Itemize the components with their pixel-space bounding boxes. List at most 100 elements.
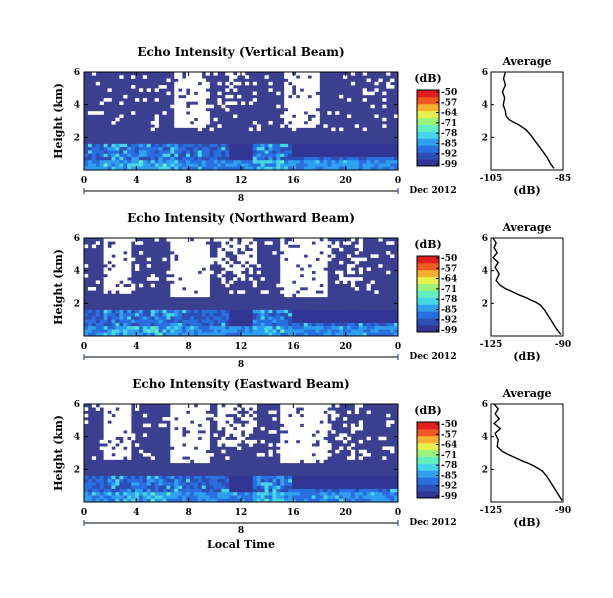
heatmap-cell [386, 156, 391, 161]
heatmap-cell [299, 492, 305, 496]
heatmap-cell [131, 485, 136, 490]
heatmap-cell [182, 254, 187, 258]
colorbar-tick-label: -78 [441, 461, 457, 471]
heatmap-cell [284, 410, 289, 415]
heatmap-cell [323, 326, 328, 330]
heatmap-cell [339, 153, 344, 158]
heatmap-cell [252, 319, 257, 324]
heatmap-cell [154, 166, 159, 171]
heatmap-cell [103, 254, 108, 258]
heatmap-cell [354, 488, 360, 493]
heatmap-cell [390, 241, 395, 245]
heatmap-cell [229, 94, 234, 99]
heatmap-cell [123, 309, 128, 314]
heatmap-cell [178, 459, 183, 464]
heatmap-cell [189, 293, 195, 298]
heatmap-cell [119, 479, 124, 483]
heatmap-cell [221, 475, 226, 480]
heatmap-cell [150, 485, 155, 490]
heatmap-cell [394, 319, 399, 324]
heatmap-cell [362, 257, 367, 262]
colorbar-swatch [417, 159, 439, 167]
heatmap-cell [84, 479, 89, 483]
heatmap-cell [241, 316, 246, 320]
heatmap-cell [358, 247, 363, 252]
heatmap-cell [119, 257, 124, 262]
heatmap-cell [237, 309, 242, 314]
heatmap-cell [217, 410, 222, 415]
heatmap-cell [99, 446, 104, 451]
heatmap-cell [284, 404, 289, 408]
heatmap-cell [237, 316, 242, 320]
heatmap-cell [268, 326, 273, 330]
heatmap-cell [182, 492, 187, 496]
heatmap-cell [354, 407, 360, 411]
heatmap-cell [292, 433, 297, 437]
heatmap-cell [358, 482, 363, 486]
heatmap-cell [366, 498, 371, 503]
heatmap-cell [193, 88, 199, 92]
heatmap-cell [189, 273, 195, 278]
x-tick-label: 0 [395, 176, 401, 186]
heatmap-cell [111, 430, 116, 434]
heatmap-cell [127, 488, 132, 493]
heatmap-cell [131, 163, 136, 168]
heatmap-cell [394, 316, 399, 320]
heatmap-cell [319, 410, 324, 415]
heatmap-cell [178, 153, 183, 158]
heatmap-cell [390, 254, 395, 258]
heatmap-cell [362, 313, 367, 317]
heatmap-cell [288, 124, 293, 128]
heatmap-cell [241, 153, 246, 158]
heatmap-cell [248, 498, 254, 503]
heatmap-cell [115, 257, 120, 262]
heatmap-cell [390, 475, 395, 480]
heatmap-cell [307, 166, 312, 171]
heatmap-cell [142, 413, 148, 418]
heatmap-cell [386, 85, 391, 89]
heatmap-cell [197, 260, 203, 265]
heatmap-cell [241, 436, 246, 441]
heatmap-cell [174, 147, 179, 151]
heatmap-cell [178, 273, 183, 278]
heatmap-cell [178, 475, 183, 480]
heatmap-cell [123, 449, 128, 454]
heatmap-cell [299, 244, 305, 249]
heatmap-cell [135, 482, 140, 486]
heatmap-cell [142, 479, 148, 483]
heatmap-cell [252, 257, 257, 262]
heatmap-cell [178, 150, 183, 154]
heatmap-cell [346, 495, 352, 500]
heatmap-cell [350, 156, 356, 161]
heatmap-cell [394, 332, 399, 337]
heatmap-cell [229, 160, 234, 164]
heatmap-cell [205, 244, 210, 249]
heatmap-cell [362, 163, 367, 168]
heatmap-cell [111, 410, 116, 415]
heatmap-cell [174, 498, 179, 503]
heatmap-cell [292, 101, 297, 105]
heatmap-cell [197, 257, 203, 262]
heatmap-cell [394, 482, 399, 486]
heatmap-cell [315, 98, 320, 102]
heatmap-cell [284, 101, 289, 105]
heatmap-cell [178, 91, 183, 96]
heatmap-cell [178, 85, 183, 89]
heatmap-cell [350, 475, 356, 480]
heatmap-cell [197, 313, 203, 317]
heatmap-cell [197, 456, 203, 460]
heatmap-cell [280, 156, 285, 161]
heatmap-cell [197, 449, 203, 454]
heatmap-cell [123, 492, 128, 496]
heatmap-cell [162, 85, 167, 89]
heatmap-cell [174, 75, 179, 79]
heatmap-cell [241, 156, 246, 161]
heatmap-cell [107, 163, 112, 168]
heatmap-cell [346, 482, 352, 486]
heatmap-cell [350, 238, 356, 242]
heatmap-cell [209, 453, 214, 457]
heatmap-cell [205, 407, 210, 411]
heatmap-cell [303, 244, 309, 249]
heatmap-cell [186, 426, 191, 431]
heatmap-cell [315, 329, 320, 334]
